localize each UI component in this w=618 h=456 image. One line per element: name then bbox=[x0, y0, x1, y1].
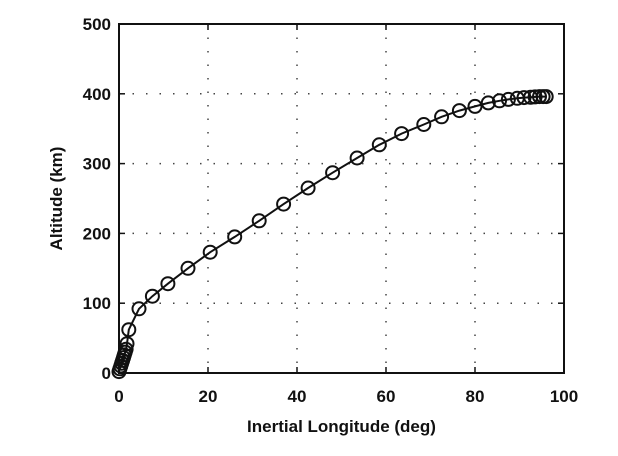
plot-frame bbox=[118, 23, 565, 374]
data-point bbox=[434, 109, 450, 125]
data-point bbox=[500, 91, 516, 107]
x-tick-label: 80 bbox=[466, 387, 485, 406]
y-tick-labels: 0 100 200 300 400 500 bbox=[83, 15, 111, 383]
x-axis-label: Inertial Longitude (deg) bbox=[247, 417, 436, 436]
y-tick-label: 200 bbox=[83, 224, 111, 243]
data-point bbox=[119, 336, 135, 352]
altitude-series-line bbox=[118, 95, 547, 372]
y-tick-label: 0 bbox=[102, 364, 111, 383]
grid-lines bbox=[119, 24, 564, 373]
data-point bbox=[480, 95, 496, 111]
data-point bbox=[131, 301, 147, 317]
data-point bbox=[144, 288, 160, 304]
y-tick-label: 100 bbox=[83, 294, 111, 313]
y-tick-label: 400 bbox=[83, 85, 111, 104]
data-point bbox=[527, 89, 543, 105]
data-point bbox=[371, 137, 387, 153]
x-tick-label: 40 bbox=[288, 387, 307, 406]
x-tick-label: 0 bbox=[114, 387, 123, 406]
data-point bbox=[467, 98, 483, 114]
y-axis-label: Altitude (km) bbox=[47, 147, 66, 251]
data-point bbox=[325, 165, 341, 181]
data-point bbox=[538, 89, 554, 105]
data-point bbox=[300, 180, 316, 196]
altitude-series-markers bbox=[111, 89, 554, 380]
data-point bbox=[349, 150, 365, 166]
data-point bbox=[516, 90, 532, 106]
x-tick-labels: 0 20 40 60 80 100 bbox=[114, 387, 578, 406]
data-point bbox=[202, 244, 218, 260]
data-point bbox=[416, 117, 432, 132]
data-point bbox=[251, 213, 267, 229]
y-tick-label: 500 bbox=[83, 15, 111, 34]
data-point bbox=[276, 196, 292, 212]
data-point bbox=[121, 322, 137, 338]
data-point bbox=[451, 103, 467, 119]
data-point bbox=[160, 276, 176, 292]
x-tick-label: 60 bbox=[377, 387, 396, 406]
x-tick-label: 20 bbox=[199, 387, 218, 406]
axis-ticks bbox=[118, 23, 565, 374]
data-point bbox=[118, 341, 134, 357]
data-point bbox=[227, 229, 243, 245]
x-tick-label: 100 bbox=[550, 387, 578, 406]
data-point bbox=[180, 260, 196, 276]
data-point bbox=[492, 93, 507, 109]
y-tick-label: 300 bbox=[83, 155, 111, 174]
data-point bbox=[394, 126, 410, 142]
